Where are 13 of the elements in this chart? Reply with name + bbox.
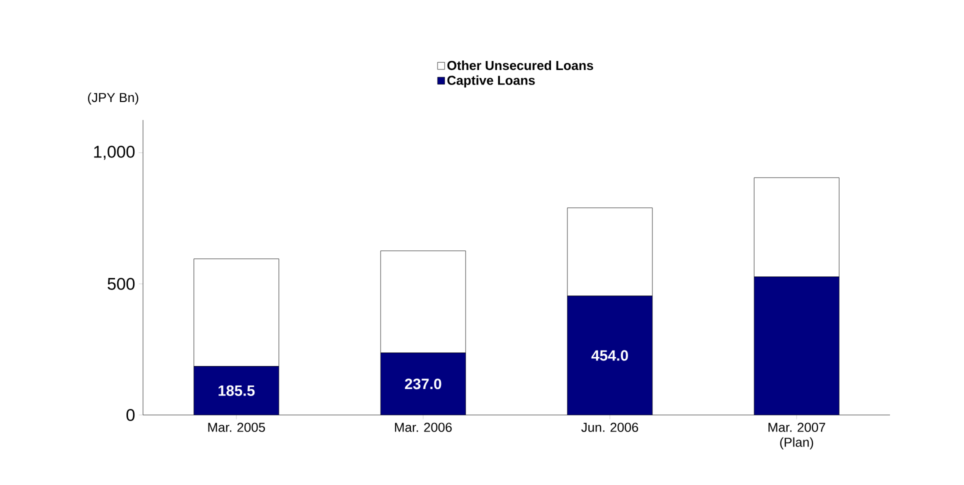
data-label: 237.0 [404, 378, 442, 390]
x-tick-label: Jun. 2006 [581, 422, 638, 432]
y-tick-label: 500 [108, 278, 135, 290]
x-tick-label: Mar. 2006 [395, 422, 452, 432]
legend-label: Other Unsecured Loans [447, 60, 594, 70]
data-label: 185.5 [218, 385, 255, 396]
y-tick-label: 1,000 [94, 146, 135, 160]
legend-label: Captive Loans [447, 75, 535, 88]
y-tick-label: 0 [126, 408, 135, 421]
x-tick-label: Mar. 2007 (Plan) [768, 422, 826, 450]
data-label: 454.0 [591, 350, 628, 361]
y-axis-title: (JPY Bn) [88, 92, 138, 105]
x-tick-label: Mar. 2005 [208, 422, 265, 432]
